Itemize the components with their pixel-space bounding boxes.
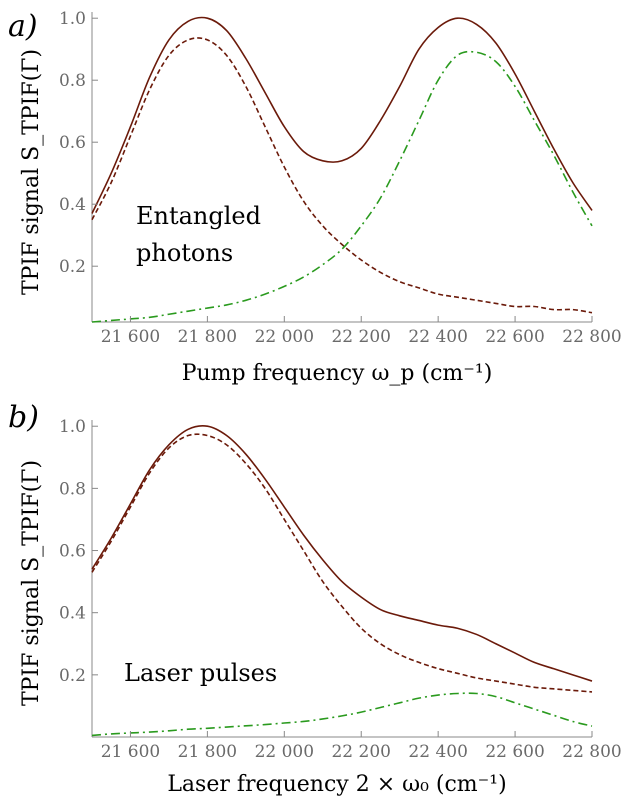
panel-b-ylabel: TPIF signal S_TPIF(Γ)	[19, 460, 44, 706]
panel-b-plot	[91, 425, 593, 737]
panel-a-xtick-label: 22 400	[408, 327, 467, 347]
panel-a-annotation-line1: Entangled	[136, 202, 261, 230]
panel-a-xtick-label: 21 600	[101, 327, 160, 347]
panel-a-series-dashed-line	[91, 37, 593, 314]
panel-b-ytick-label: 0.6	[59, 542, 86, 562]
panel-a-letter: a)	[8, 9, 38, 44]
panel-b-series-dashed-line	[91, 433, 593, 693]
panel-a-ticks: 21 600 21 800 22 000 22 200 22 400 22 600 22 8…	[59, 9, 622, 347]
panel-a-xtick-label: 22 600	[485, 327, 544, 347]
panel-a-xtick-label: 21 800	[178, 327, 237, 347]
panel-b-xlabel: Laser frequency 2 × ω₀ (cm⁻¹)	[167, 772, 506, 797]
panel-b-xtick-label: 22 800	[562, 742, 621, 762]
panel-a-xtick-label: 22 200	[331, 327, 390, 347]
panel-b-annotation: Laser pulses	[124, 659, 277, 687]
panel-a-ytick-label: 0.6	[59, 133, 86, 153]
panel-b: b) 21 600 21 800 22 000 22 200 22 400 22 600 2…	[8, 400, 622, 797]
panel-a: a) 21 600 21 800 22 000 22 200 22 400 22 600 2…	[8, 9, 622, 386]
panel-a-xlabel: Pump frequency ω_p (cm⁻¹)	[182, 361, 493, 386]
panel-a-plot	[91, 16, 593, 323]
panel-b-ytick-label: 0.4	[59, 604, 86, 624]
panel-a-ytick-label: 0.8	[59, 71, 86, 91]
panel-a-xtick-label: 22 000	[255, 327, 314, 347]
panel-b-xtick-label: 22 200	[331, 742, 390, 762]
panel-b-xtick-label: 22 600	[485, 742, 544, 762]
panel-a-ytick-label: 1.0	[59, 9, 86, 29]
panel-b-series-solid-line	[91, 425, 593, 682]
panel-b-ytick-label: 1.0	[59, 417, 86, 437]
panel-a-annotation-line2: photons	[136, 239, 233, 267]
panel-b-ytick-label: 0.2	[59, 666, 86, 686]
panel-a-ytick-label: 0.2	[59, 257, 86, 277]
panel-a-ylabel: TPIF signal S_TPIF(Γ)	[19, 49, 44, 295]
panel-a-ytick-label: 0.4	[59, 195, 86, 215]
panel-b-series-dashdot-line	[91, 692, 593, 737]
panel-a-series-solid-line	[91, 16, 593, 214]
panel-b-letter: b)	[8, 400, 39, 435]
panel-b-xtick-label: 21 600	[101, 742, 160, 762]
panel-b-xtick-label: 21 800	[178, 742, 237, 762]
panel-b-xtick-label: 22 400	[408, 742, 467, 762]
panel-b-ticks: 21 600 21 800 22 000 22 200 22 400 22 600 22 8…	[59, 417, 622, 762]
panel-b-ytick-label: 0.8	[59, 479, 86, 499]
panel-a-series-dashdot-line	[91, 50, 593, 323]
panel-a-xtick-label: 22 800	[562, 327, 621, 347]
panel-b-xtick-label: 22 000	[255, 742, 314, 762]
